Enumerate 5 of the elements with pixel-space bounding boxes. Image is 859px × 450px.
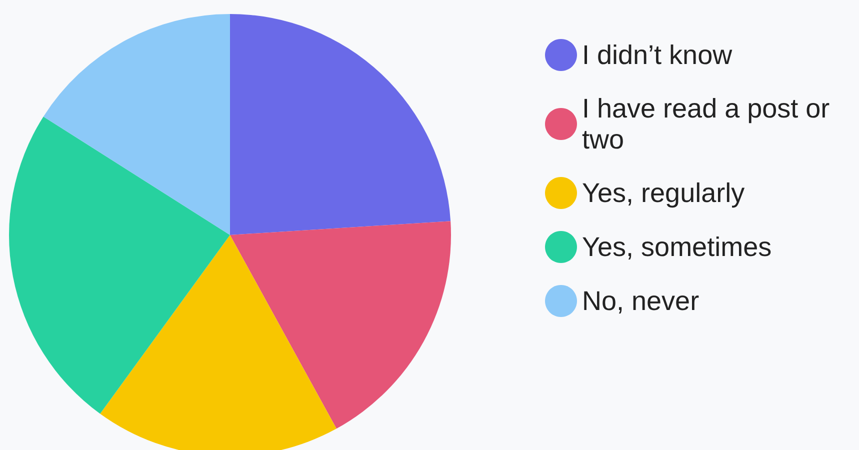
- legend-label: I have read a post or two: [582, 94, 838, 154]
- legend-label: I didn’t know: [582, 40, 733, 70]
- legend-label: Yes, sometimes: [582, 232, 772, 262]
- legend-label: No, never: [582, 286, 700, 316]
- legend-label: Yes, regularly: [582, 178, 746, 208]
